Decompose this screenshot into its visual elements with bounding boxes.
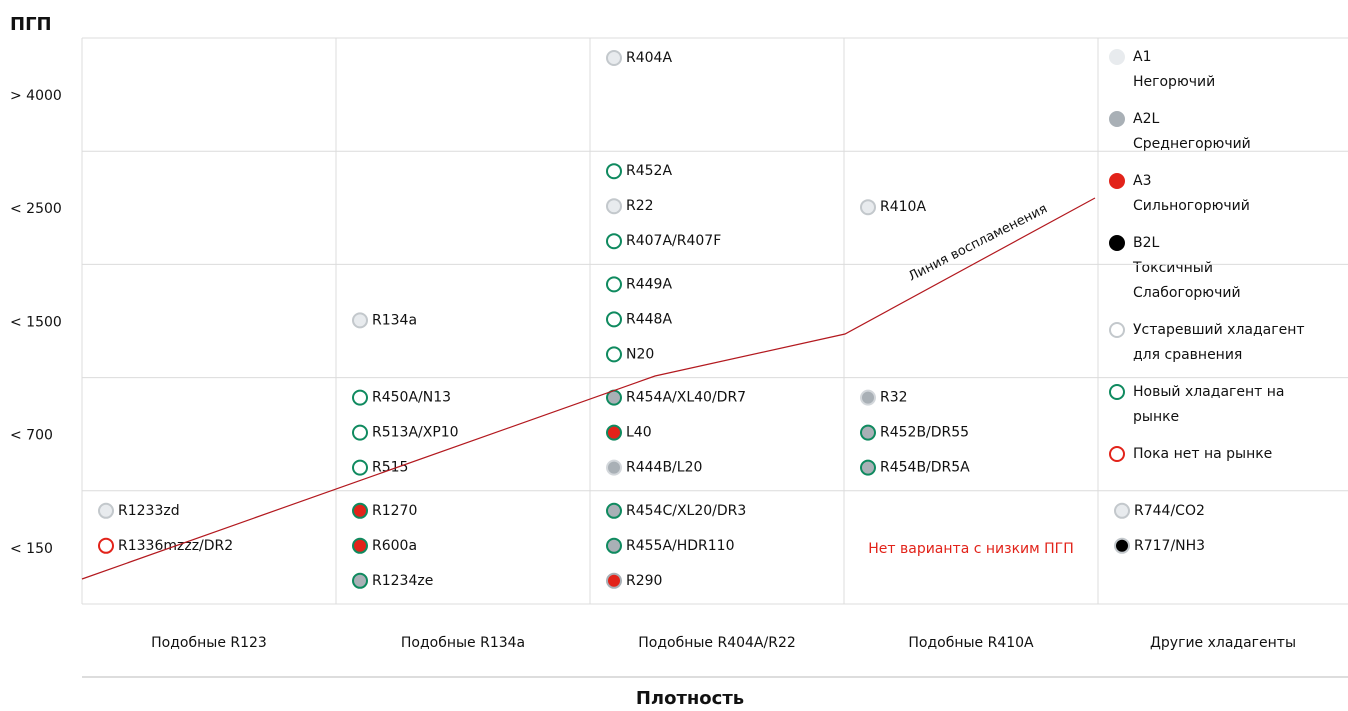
legend-text: A3 xyxy=(1133,173,1151,189)
legend-text: Среднегорючий xyxy=(1133,136,1251,152)
legend-text: для сравнения xyxy=(1133,347,1242,363)
refrigerant-marker xyxy=(606,424,622,441)
refrigerant-label: R290 xyxy=(626,573,662,589)
refrigerant-label: L40 xyxy=(626,425,652,441)
refrigerant-label: R22 xyxy=(626,198,654,214)
x-axis-label: Плотность xyxy=(636,688,744,709)
refrigerant-marker xyxy=(606,346,622,363)
refrigerant-label: R515 xyxy=(372,460,408,476)
refrigerant-marker xyxy=(606,537,622,554)
row-label: < 150 xyxy=(10,541,53,557)
column-label: Другие хладагенты xyxy=(1150,635,1296,651)
refrigerant-marker xyxy=(352,389,368,406)
refrigerant-marker xyxy=(606,163,622,180)
flame-line xyxy=(81,197,1096,580)
row-label: < 2500 xyxy=(10,201,62,217)
column-label: Подобные R123 xyxy=(151,635,267,651)
refrigerant-label: R32 xyxy=(880,390,908,406)
legend-marker xyxy=(1109,173,1125,189)
refrigerant-label: R452A xyxy=(626,163,672,179)
refrigerant-label: R410A xyxy=(880,199,926,215)
refrigerant-label: R404A xyxy=(626,50,672,66)
refrigerant-marker xyxy=(860,424,876,441)
legend-text: Новый хладагент на xyxy=(1133,384,1284,400)
refrigerant-marker xyxy=(352,312,368,329)
refrigerant-marker xyxy=(352,502,368,519)
legend-text: Негорючий xyxy=(1133,74,1215,90)
refrigerant-label: R1233zd xyxy=(118,503,180,519)
refrigerant-marker xyxy=(606,233,622,250)
legend-text: Сильногорючий xyxy=(1133,198,1250,214)
refrigerant-marker xyxy=(606,502,622,519)
legend-marker xyxy=(1109,322,1125,338)
refrigerant-label: N20 xyxy=(626,346,654,362)
refrigerant-label: R454C/XL20/DR3 xyxy=(626,503,746,519)
refrigerant-label: R1270 xyxy=(372,503,417,519)
refrigerant-marker xyxy=(1114,537,1130,554)
column-label: Подобные R410A xyxy=(908,635,1034,651)
refrigerant-marker xyxy=(606,50,622,66)
legend-text: Слабогорючий xyxy=(1133,285,1241,301)
refrigerant-label: R134a xyxy=(372,312,417,328)
note: Нет варианта с низким ПГП xyxy=(868,541,1073,557)
refrigerant-label: R717/NH3 xyxy=(1134,538,1205,554)
legend-text: Устаревший хладагент xyxy=(1133,322,1305,338)
row-label: < 700 xyxy=(10,428,53,444)
refrigerant-label: R448A xyxy=(626,311,672,327)
refrigerant-marker xyxy=(352,459,368,476)
title: ПГП xyxy=(10,14,52,35)
refrigerant-marker xyxy=(860,459,876,476)
refrigerant-marker xyxy=(1114,502,1130,519)
refrigerant-marker xyxy=(860,389,876,406)
refrigerant-label: R454B/DR5A xyxy=(880,460,970,476)
refrigerant-label: R513A/XP10 xyxy=(372,425,459,441)
legend-text: A2L xyxy=(1133,111,1159,127)
legend-marker xyxy=(1109,446,1125,462)
refrigerant-label: R449A xyxy=(626,276,672,292)
refrigerant-marker xyxy=(606,276,622,293)
refrigerant-label: R454A/XL40/DR7 xyxy=(626,390,746,406)
refrigerant-marker xyxy=(352,572,368,589)
refrigerant-marker xyxy=(98,502,114,519)
refrigerant-marker xyxy=(606,459,622,476)
refrigerant-label: R1234ze xyxy=(372,573,433,589)
refrigerant-marker xyxy=(860,199,876,216)
refrigerant-marker xyxy=(352,537,368,554)
refrigerant-marker xyxy=(352,424,368,441)
legend-text: Токсичный xyxy=(1132,260,1213,276)
refrigerant-label: R455A/HDR110 xyxy=(626,538,735,554)
legend-marker xyxy=(1109,384,1125,400)
refrigerant-label: R450A/N13 xyxy=(372,390,451,406)
refrigerant-marker xyxy=(606,198,622,215)
refrigerant-label: R600a xyxy=(372,538,417,554)
refrigerant-marker xyxy=(606,311,622,328)
refrigerant-marker xyxy=(606,572,622,589)
legend-text: рынке xyxy=(1133,409,1179,425)
legend-marker xyxy=(1109,235,1125,251)
legend-text: B2L xyxy=(1133,235,1160,251)
refrigerant-label: R452B/DR55 xyxy=(880,425,969,441)
column-label: Подобные R404A/R22 xyxy=(638,635,796,651)
row-label: < 1500 xyxy=(10,314,62,330)
row-label: > 4000 xyxy=(10,88,62,104)
legend-text: A1 xyxy=(1133,49,1151,65)
legend-marker xyxy=(1109,111,1125,127)
refrigerant-label: R444B/L20 xyxy=(626,460,702,476)
legend-marker xyxy=(1109,49,1125,65)
refrigerant-label: R407A/R407F xyxy=(626,233,721,249)
refrigerant-marker xyxy=(98,537,114,554)
column-label: Подобные R134a xyxy=(401,635,525,651)
flame-line-label: Линия воспламенения xyxy=(906,201,1050,284)
refrigerant-label: R744/CO2 xyxy=(1134,503,1205,519)
legend-text: Пока нет на рынке xyxy=(1133,446,1272,462)
